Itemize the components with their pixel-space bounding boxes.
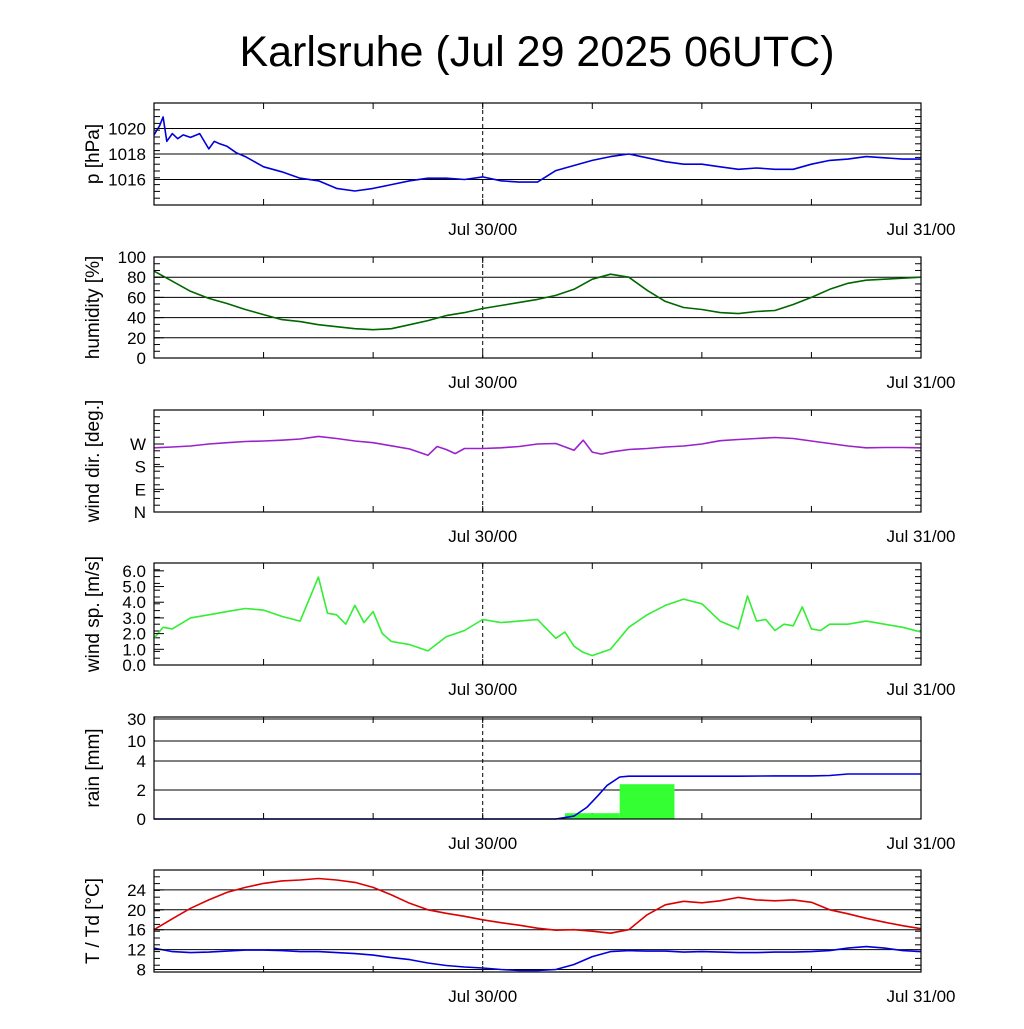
x-tick-label: Jul 31/00 [887, 527, 956, 546]
y-tick-label: 1016 [108, 171, 146, 190]
series-line-4-0 [154, 773, 921, 820]
y-tick-label: 6.0 [122, 562, 146, 581]
x-tick-label: Jul 30/00 [448, 220, 517, 239]
y-tick-label: 8 [137, 961, 146, 980]
x-tick-label: Jul 31/00 [887, 220, 956, 239]
y-tick-label: 0 [137, 349, 146, 368]
panel-3: 0.01.02.03.04.05.06.0 wind sp. [m/s] Jul 3… [83, 556, 956, 699]
y-tick-label: 0 [137, 810, 146, 829]
y-tick-label: 4.0 [122, 593, 146, 612]
y-tick-label: 2 [137, 781, 146, 800]
y-tick-label: 1020 [108, 120, 146, 139]
y-axis-label: humidity [%] [83, 256, 104, 359]
panel-frame [153, 409, 922, 513]
y-tick-label: S [135, 458, 146, 477]
y-axis-label: T / Td [°C] [83, 878, 104, 964]
rain-bar [619, 784, 675, 819]
panel-4: 0 2 410 30 rain [mm] Jul 30/00 Jul 31/00 [83, 710, 956, 853]
y-axis-label: wind sp. [m/s] [83, 556, 104, 673]
x-tick-label: Jul 30/00 [448, 987, 517, 1006]
y-tick-label: N [134, 503, 146, 522]
y-tick-label: 1018 [108, 145, 146, 164]
y-tick-label: 5.0 [122, 578, 146, 597]
series-line-0-0 [153, 116, 921, 192]
chart-title: Karlsruhe (Jul 29 2025 06UTC) [239, 28, 834, 76]
y-tick-label: E [135, 480, 146, 499]
y-tick-label: 80 [127, 268, 146, 287]
y-tick-label: 24 [127, 881, 146, 900]
series-line-3-0 [153, 576, 922, 657]
x-tick-label: Jul 31/00 [887, 680, 956, 699]
y-axis-label: p [hPa] [83, 124, 104, 184]
y-tick-label: 30 [127, 710, 146, 729]
x-tick-label: Jul 30/00 [448, 834, 517, 853]
y-tick-label: W [130, 435, 146, 454]
panel-frame [153, 256, 922, 359]
x-tick-label: Jul 30/00 [448, 680, 517, 699]
y-tick-label: 0.0 [122, 656, 146, 675]
y-tick-label: 3.0 [122, 609, 146, 628]
rain-bar [564, 813, 620, 819]
y-tick-label: 2.0 [122, 625, 146, 644]
series-line-5-0 [153, 877, 922, 935]
y-tick-label: 20 [127, 901, 146, 920]
y-tick-label: 10 [127, 732, 146, 751]
panel-frame [153, 716, 922, 820]
x-tick-label: Jul 31/00 [887, 834, 956, 853]
x-tick-label: Jul 31/00 [887, 373, 956, 392]
series-line-2-0 [153, 435, 922, 457]
x-tick-label: Jul 30/00 [448, 373, 517, 392]
panel-frame [153, 869, 922, 973]
x-tick-label: Jul 30/00 [448, 527, 517, 546]
y-tick-label: 100 [118, 248, 146, 267]
panel-frame [153, 562, 922, 666]
y-tick-label: 12 [127, 941, 146, 960]
y-tick-label: 1.0 [122, 640, 146, 659]
y-axis-label: rain [mm] [83, 728, 104, 807]
series-line-1-0 [153, 270, 922, 331]
y-tick-label: 40 [127, 309, 146, 328]
y-tick-label: 16 [127, 921, 146, 940]
x-tick-label: Jul 31/00 [887, 987, 956, 1006]
y-tick-label: 60 [127, 288, 146, 307]
y-tick-label: 4 [137, 752, 146, 771]
y-tick-label: 20 [127, 329, 146, 348]
series-line-5-1 [153, 945, 922, 972]
y-axis-label: wind dir. [deg.] [83, 400, 104, 524]
